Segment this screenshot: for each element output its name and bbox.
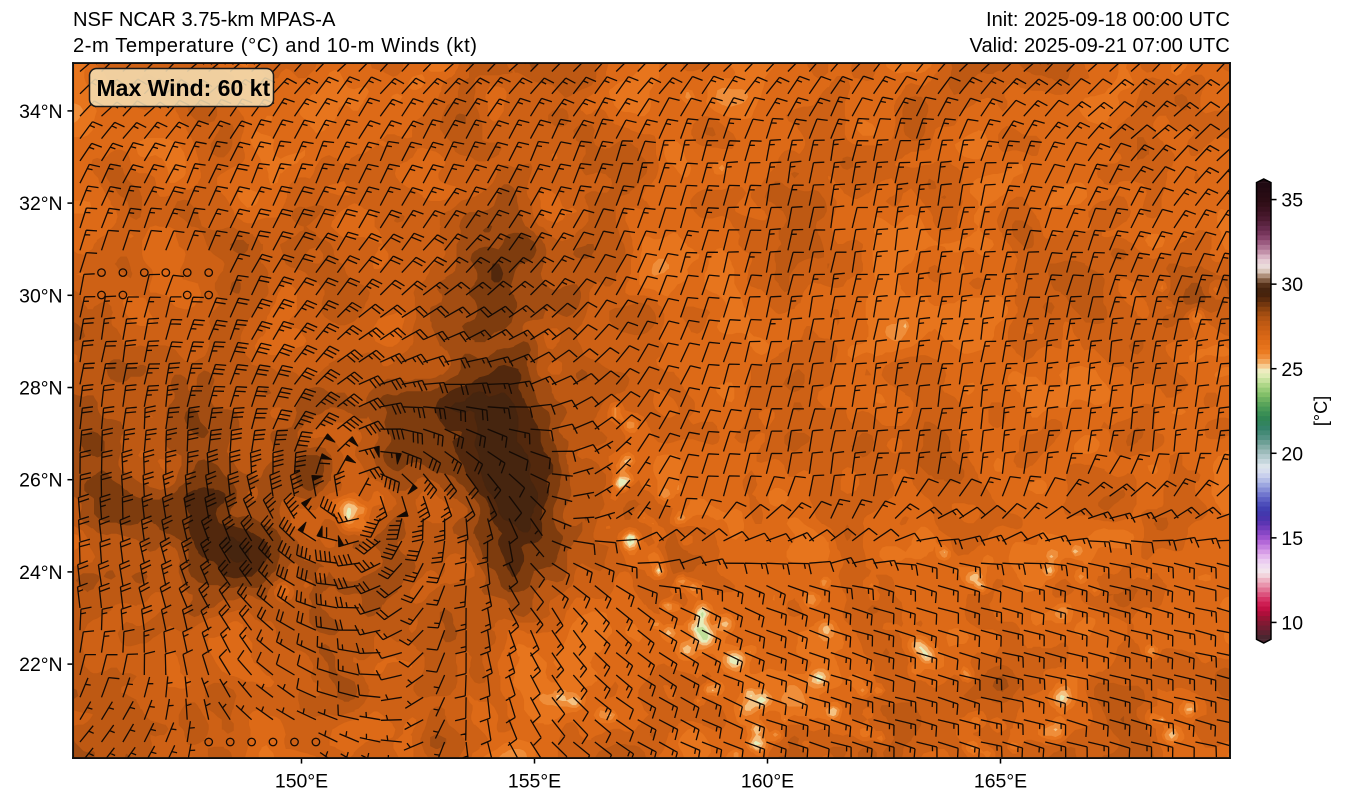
svg-text:35: 35: [1281, 190, 1303, 212]
svg-text:22°N: 22°N: [19, 654, 62, 676]
svg-text:Init: 2025-09-18 00:00 UTC: Init: 2025-09-18 00:00 UTC: [986, 9, 1230, 31]
svg-text:28°N: 28°N: [19, 378, 62, 400]
svg-text:Max Wind: 60 kt: Max Wind: 60 kt: [97, 75, 271, 101]
svg-text:34°N: 34°N: [19, 101, 62, 123]
svg-text:10: 10: [1281, 612, 1303, 634]
svg-text:160°E: 160°E: [741, 770, 794, 792]
svg-text:30°N: 30°N: [19, 285, 62, 307]
svg-text:25: 25: [1281, 359, 1303, 381]
svg-text:15: 15: [1281, 528, 1303, 550]
svg-text:NSF NCAR 3.75-km MPAS-A: NSF NCAR 3.75-km MPAS-A: [73, 9, 336, 31]
svg-text:32°N: 32°N: [19, 193, 62, 215]
svg-text:Valid: 2025-09-21 07:00 UTC: Valid: 2025-09-21 07:00 UTC: [970, 35, 1230, 57]
svg-text:150°E: 150°E: [275, 770, 328, 792]
svg-text:155°E: 155°E: [508, 770, 561, 792]
svg-text:30: 30: [1281, 274, 1303, 296]
svg-text:20: 20: [1281, 443, 1303, 465]
svg-text:2-m Temperature (°C) and 10-m: 2-m Temperature (°C) and 10-m Winds (kt): [73, 35, 478, 57]
svg-text:[°C]: [°C]: [1311, 396, 1331, 426]
svg-text:26°N: 26°N: [19, 470, 62, 492]
svg-text:165°E: 165°E: [974, 770, 1027, 792]
svg-text:24°N: 24°N: [19, 562, 62, 584]
